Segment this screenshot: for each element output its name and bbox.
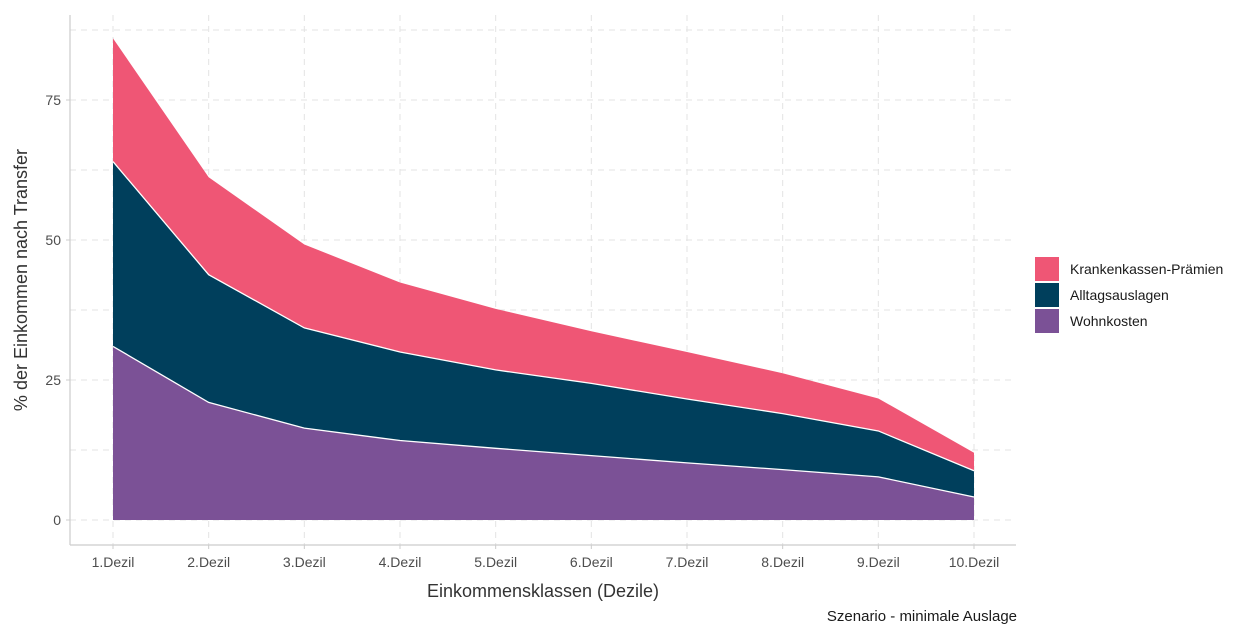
y-axis-title: % der Einkommen nach Transfer (11, 149, 31, 411)
y-tick-label: 75 (45, 92, 61, 108)
legend-swatch-krankenkassen-prämien (1035, 257, 1059, 281)
x-tick-label: 6.Dezil (570, 554, 613, 570)
area-krankenkassen-prämien (113, 38, 974, 471)
series-boundary-line (112, 345, 975, 498)
x-tick-label: 2.Dezil (187, 554, 230, 570)
legend-label-wohnkosten: Wohnkosten (1070, 313, 1148, 329)
axes: 0 25 50 75 1.Dezil 2.Dezil 3.Dezil 4.Dezil 5.Dez… (45, 15, 1016, 570)
legend-label-alltagsauslagen: Alltagsauslagen (1070, 287, 1169, 303)
legend-label-krankenkassen-prämien: Krankenkassen-Prämien (1070, 261, 1223, 277)
x-tick-label: 5.Dezil (474, 554, 517, 570)
x-tick-label: 1.Dezil (92, 554, 135, 570)
legend-swatch-wohnkosten (1035, 309, 1059, 333)
x-tick-label: 10.Dezil (949, 554, 1000, 570)
series-boundary-line (112, 161, 975, 472)
x-axis-title: Einkommensklassen (Dezile) (427, 581, 659, 601)
area-alltagsauslagen (113, 161, 974, 498)
y-tick-label: 0 (53, 512, 61, 528)
y-tick-label: 50 (45, 232, 61, 248)
area-wohnkosten (113, 346, 974, 520)
x-tick-label: 9.Dezil (857, 554, 900, 570)
y-tick-label: 25 (45, 372, 61, 388)
x-tick-label: 8.Dezil (761, 554, 804, 570)
area-series-layer (112, 38, 975, 520)
x-tick-label: 4.Dezil (379, 554, 422, 570)
legend: Krankenkassen-Prämien Alltagsauslagen Wohn… (1035, 257, 1223, 333)
chart-caption: Szenario - minimale Auslage (827, 608, 1017, 625)
x-tick-label: 3.Dezil (283, 554, 326, 570)
x-tick-label: 7.Dezil (666, 554, 709, 570)
legend-swatch-alltagsauslagen (1035, 283, 1059, 307)
